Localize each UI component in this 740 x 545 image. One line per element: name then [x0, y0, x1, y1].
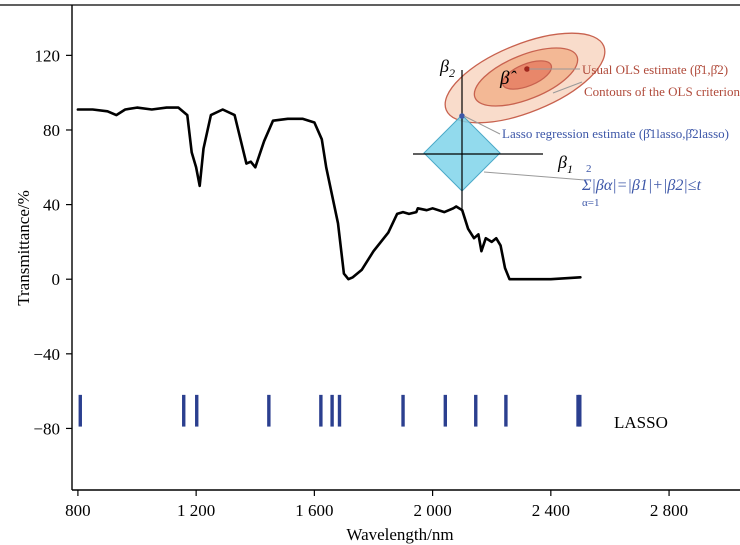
y-tick-label: −80: [33, 419, 60, 438]
inset-beta1-label: β1: [557, 152, 573, 176]
x-tick-label: 800: [65, 501, 91, 520]
x-axis-title: Wavelength/nm: [346, 525, 453, 544]
constraint-sum-upper: 2: [586, 163, 592, 175]
inset-beta2-label: β2: [439, 56, 455, 80]
y-tick-label: 40: [43, 196, 60, 215]
x-tick-label: 1 600: [295, 501, 333, 520]
x-tick-label: 1 200: [177, 501, 215, 520]
ols-estimate-point: [524, 66, 530, 72]
constraint-label: Σ|βα|=|β1|+|β2|≤t: [581, 177, 702, 194]
constraint-pointer: [483, 171, 586, 181]
y-ticks: 120 80 40 0 −40 −80: [33, 46, 72, 438]
ols-contours-label: Contours of the OLS criterion: [584, 84, 740, 99]
y-tick-label: 0: [52, 270, 61, 289]
y-tick-label: 120: [35, 46, 61, 65]
lasso-markers: [78, 394, 582, 427]
ols-contour-inner: [501, 60, 553, 90]
lasso-inset-diagram: β2 β1 β̂ Usual OLS estimate (β̂1,β̂2) Co…: [413, 32, 740, 210]
x-tick-label: 2 400: [532, 501, 570, 520]
series-layer: [76, 106, 582, 281]
lasso-estimate-label: Lasso regression estimate (β̂1lasso,β̂2l…: [502, 126, 729, 141]
y-tick-label: −40: [33, 345, 60, 364]
lasso-estimate-pointer: [463, 115, 501, 135]
x-ticks: 800 1 200 1 600 2 000 2 400 2 800: [65, 490, 688, 520]
transmittance-line: [76, 106, 582, 281]
x-tick-label: 2 000: [413, 501, 451, 520]
y-tick-label: 80: [43, 121, 60, 140]
y-axis-title: Transmittance/%: [14, 190, 33, 306]
ols-estimate-label: Usual OLS estimate (β̂1,β̂2): [582, 62, 728, 77]
ols-contour-pointer: [552, 81, 583, 94]
lasso-legend-label: LASSO: [614, 413, 668, 432]
lasso-estimate-point: [459, 113, 465, 119]
x-tick-label: 2 800: [650, 501, 688, 520]
constraint-sum-lower: α=1: [582, 197, 599, 209]
